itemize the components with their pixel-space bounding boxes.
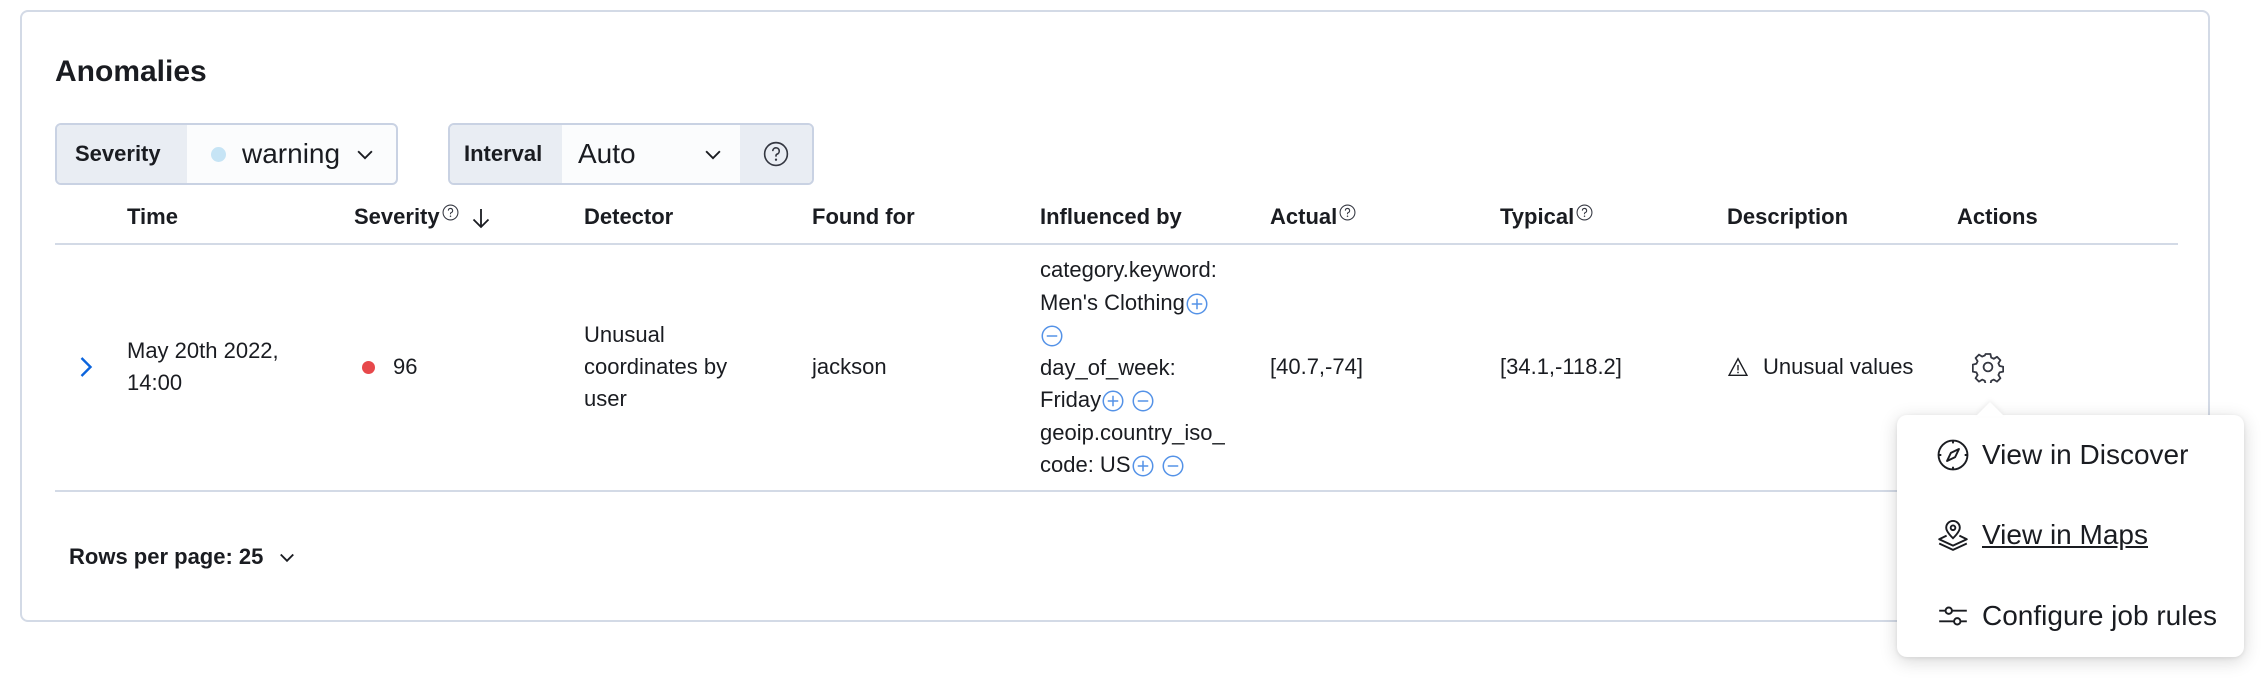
anomalies-panel bbox=[20, 10, 2210, 622]
column-header-time[interactable]: Time bbox=[127, 204, 178, 229]
menu-item-label: View in Discover bbox=[1982, 439, 2189, 470]
menu-item-configure-job-rules[interactable]: Configure job rules bbox=[1936, 599, 2217, 633]
row-severity-score: 96 bbox=[393, 354, 418, 379]
column-header-actions: Actions bbox=[1957, 204, 2038, 229]
chevron-down-icon bbox=[280, 553, 295, 563]
column-header-typical[interactable]: Typical bbox=[1500, 204, 1593, 230]
severity-dot-icon bbox=[362, 360, 375, 374]
row-description: Unusual values bbox=[1727, 351, 1913, 383]
column-header-severity[interactable]: Severity bbox=[354, 204, 493, 230]
column-header-detector: Detector bbox=[584, 204, 674, 229]
interval-help-button[interactable] bbox=[740, 125, 812, 183]
severity-select-value: warning bbox=[242, 138, 341, 169]
interval-select-value: Auto bbox=[578, 138, 636, 169]
minus-circle-icon[interactable] bbox=[1161, 454, 1185, 478]
influencer-field: category.keyword: bbox=[1040, 257, 1217, 282]
panel-title: Anomalies bbox=[55, 55, 207, 88]
question-circle-icon bbox=[1576, 204, 1593, 221]
severity-dot-icon bbox=[211, 146, 226, 162]
row-actual: [40.7,-74] bbox=[1270, 354, 1363, 379]
column-header-actual-label: Actual bbox=[1270, 204, 1338, 229]
row-divider bbox=[55, 490, 2178, 492]
warning-triangle-icon bbox=[1727, 357, 1749, 376]
row-time-hour: 14:00 bbox=[127, 370, 183, 395]
influencer-value: Friday bbox=[1040, 387, 1102, 412]
chevron-down-icon bbox=[705, 150, 721, 160]
question-circle-icon bbox=[442, 204, 459, 221]
minus-circle-icon[interactable] bbox=[1131, 389, 1155, 413]
interval-select-label: Interval bbox=[450, 125, 562, 183]
expand-row-chevron-icon[interactable] bbox=[74, 354, 98, 380]
severity-select-label: Severity bbox=[57, 125, 187, 183]
menu-item-label: Configure job rules bbox=[1982, 600, 2218, 631]
column-header-influenced-by: Influenced by bbox=[1040, 204, 1182, 229]
map-layers-icon bbox=[1938, 520, 1968, 551]
column-header-actual[interactable]: Actual bbox=[1270, 204, 1356, 230]
gear-icon[interactable] bbox=[1972, 351, 2004, 383]
minus-circle-icon[interactable] bbox=[1040, 324, 1064, 348]
sliders-icon bbox=[1939, 606, 1967, 626]
detector-line: coordinates by bbox=[584, 354, 728, 379]
compass-icon bbox=[1937, 439, 1969, 471]
plus-circle-icon[interactable] bbox=[1185, 292, 1209, 316]
column-header-severity-label: Severity bbox=[354, 204, 440, 229]
detector-line: user bbox=[584, 386, 627, 411]
row-influencers: category.keyword: Men's Clothing day_of_… bbox=[1040, 254, 1225, 482]
column-header-found-for: Found for bbox=[812, 204, 915, 229]
header-divider bbox=[55, 243, 2178, 245]
detector-line: Unusual bbox=[584, 322, 665, 347]
influencer-value: code: US bbox=[1040, 452, 1131, 477]
column-header-description: Description bbox=[1727, 204, 1849, 229]
influencer-value: Men's Clothing bbox=[1040, 289, 1185, 315]
actions-menu-arrow bbox=[1976, 402, 2004, 416]
row-severity: 96 bbox=[362, 351, 417, 383]
row-found-for: jackson bbox=[812, 354, 887, 379]
row-typical: [34.1,-118.2] bbox=[1500, 354, 1622, 379]
chevron-down-icon bbox=[357, 150, 373, 160]
rows-per-page-button[interactable]: Rows per page: 25 bbox=[69, 544, 297, 570]
row-time: May 20th 2022, 14:00 bbox=[127, 335, 279, 399]
plus-circle-icon[interactable] bbox=[1101, 389, 1125, 413]
row-detector: Unusual coordinates by user bbox=[584, 319, 727, 415]
row-time-date: May 20th 2022, bbox=[127, 338, 279, 363]
plus-circle-icon[interactable] bbox=[1131, 454, 1155, 478]
question-circle-icon bbox=[763, 141, 789, 167]
menu-item-view-in-maps[interactable]: View in Maps bbox=[1936, 518, 2148, 552]
menu-item-view-in-discover[interactable]: View in Discover bbox=[1936, 438, 2188, 472]
severity-select[interactable]: Severity warning bbox=[55, 123, 398, 185]
question-circle-icon bbox=[1339, 204, 1356, 221]
interval-select[interactable]: Interval Auto bbox=[448, 123, 814, 185]
menu-item-label: View in Maps bbox=[1982, 519, 2149, 550]
influencer-field: geoip.country_iso_ bbox=[1040, 419, 1225, 445]
influencer-field: day_of_week: bbox=[1040, 354, 1176, 380]
sort-arrow-down-icon bbox=[472, 209, 489, 229]
row-description-text: Unusual values bbox=[1763, 354, 1914, 379]
rows-per-page-label: Rows per page: 25 bbox=[69, 544, 264, 569]
column-header-typical-label: Typical bbox=[1500, 204, 1575, 229]
